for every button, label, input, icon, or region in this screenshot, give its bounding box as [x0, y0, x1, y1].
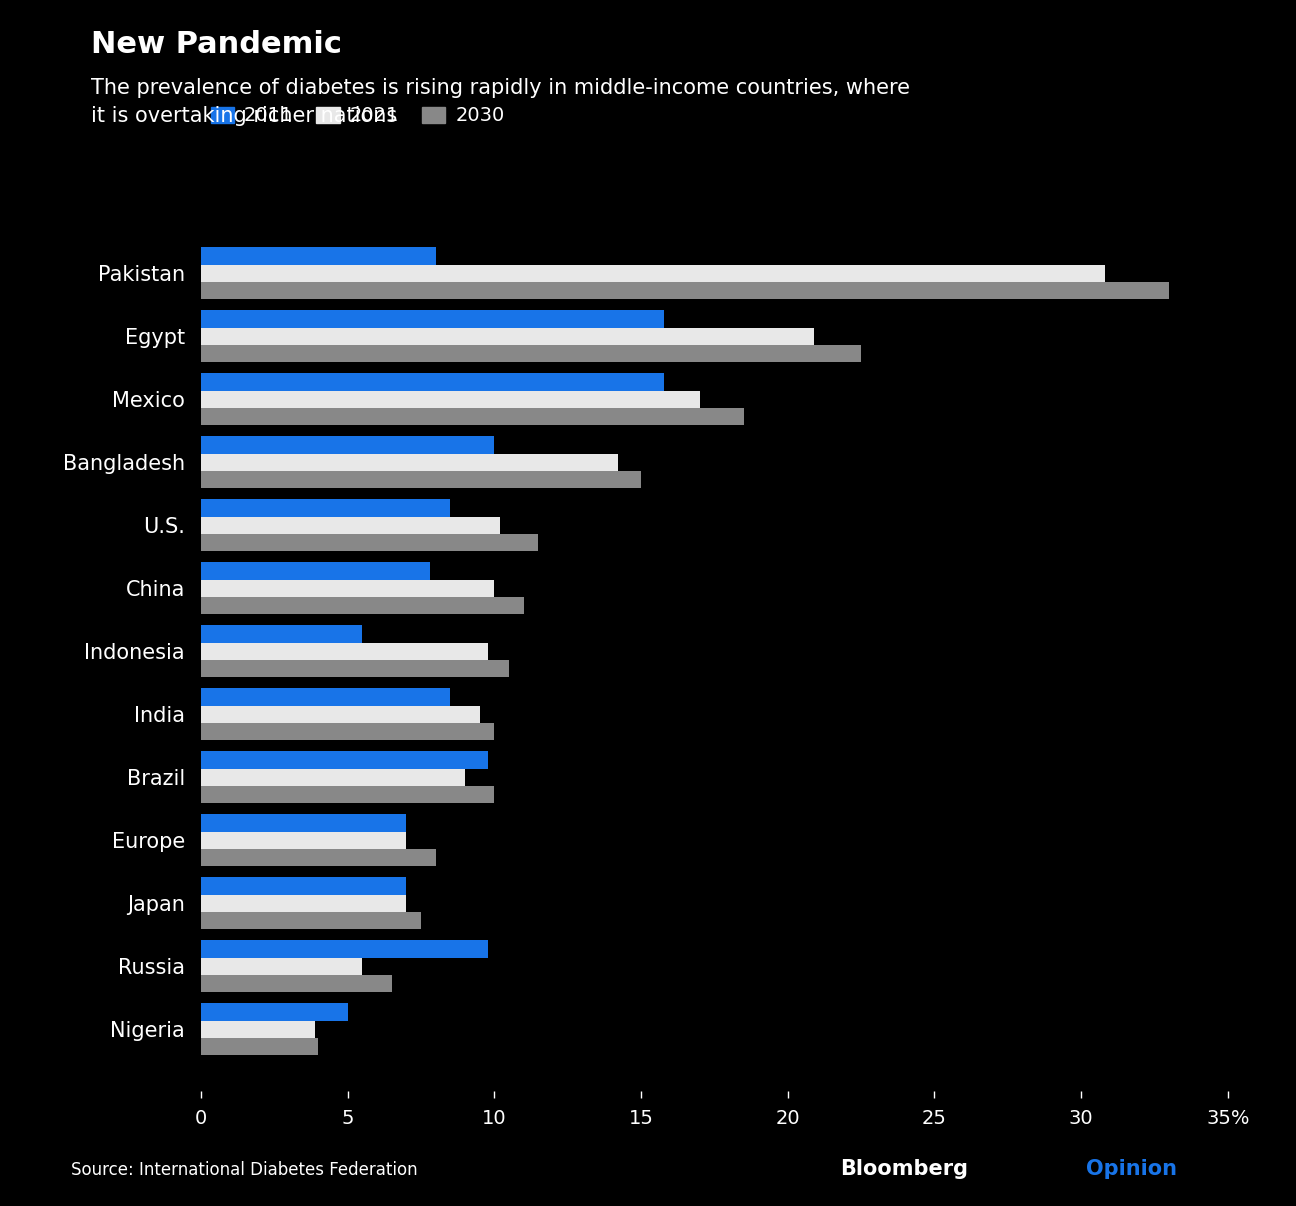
Bar: [201, 328, 814, 345]
Bar: [201, 1020, 315, 1038]
Bar: [201, 786, 494, 803]
Text: Bloomberg: Bloomberg: [840, 1159, 968, 1179]
Bar: [201, 499, 450, 516]
Bar: [201, 408, 744, 426]
Bar: [201, 562, 430, 580]
Bar: [201, 643, 489, 660]
Bar: [201, 660, 509, 678]
Legend: 2011, 2021, 2030: 2011, 2021, 2030: [211, 106, 504, 125]
Bar: [201, 832, 406, 849]
Bar: [201, 912, 421, 929]
Bar: [201, 580, 494, 597]
Bar: [201, 722, 494, 740]
Bar: [201, 264, 1104, 282]
Bar: [201, 625, 363, 643]
Bar: [201, 534, 538, 551]
Bar: [201, 1003, 347, 1020]
Bar: [201, 391, 700, 408]
Bar: [201, 974, 391, 993]
Bar: [201, 814, 406, 832]
Bar: [201, 1038, 319, 1055]
Bar: [201, 597, 524, 614]
Text: New Pandemic: New Pandemic: [91, 30, 342, 59]
Bar: [201, 345, 861, 362]
Bar: [201, 282, 1169, 299]
Bar: [201, 895, 406, 912]
Text: Opinion: Opinion: [1086, 1159, 1177, 1179]
Bar: [201, 247, 435, 264]
Bar: [201, 849, 435, 866]
Bar: [201, 516, 500, 534]
Bar: [201, 310, 665, 328]
Bar: [201, 751, 489, 768]
Bar: [201, 706, 480, 722]
Text: The prevalence of diabetes is rising rapidly in middle-income countries, where
i: The prevalence of diabetes is rising rap…: [91, 78, 910, 125]
Bar: [201, 877, 406, 895]
Bar: [201, 470, 642, 488]
Bar: [201, 958, 363, 974]
Bar: [201, 437, 494, 453]
Bar: [201, 453, 617, 470]
Bar: [201, 768, 465, 786]
Bar: [201, 941, 489, 958]
Text: Source: International Diabetes Federation: Source: International Diabetes Federatio…: [71, 1161, 417, 1179]
Bar: [201, 374, 665, 391]
Bar: [201, 689, 450, 706]
